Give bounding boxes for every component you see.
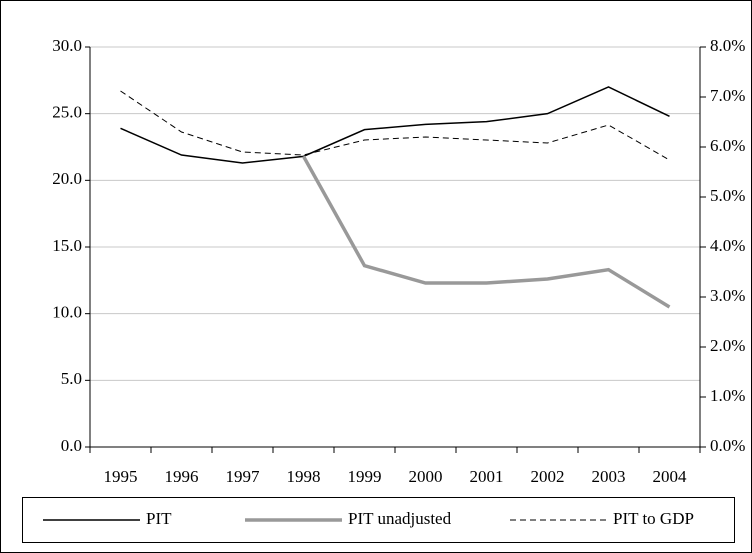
x-tick-label: 1997 — [226, 467, 261, 486]
y2-tick-label: 6.0% — [710, 136, 745, 155]
y2-tick-label: 4.0% — [710, 236, 745, 255]
series-line — [120, 90, 670, 161]
x-tick-label: 1995 — [104, 467, 138, 486]
y2-tick-label: 7.0% — [710, 86, 745, 105]
x-tick-label: 1999 — [348, 467, 382, 486]
y2-tick-label: 1.0% — [710, 386, 745, 405]
series-line — [301, 155, 671, 309]
y-tick-label: 20.0 — [52, 169, 82, 188]
y-tick-label: 10.0 — [52, 303, 82, 322]
y2-tick-label: 3.0% — [710, 286, 745, 305]
x-tick-label: 1998 — [287, 467, 321, 486]
series-line — [120, 86, 670, 164]
y-tick-label: 5.0 — [61, 369, 82, 388]
legend-label: PIT to GDP — [613, 509, 694, 528]
legend-box — [22, 497, 735, 543]
y2-tick-label: 5.0% — [710, 186, 745, 205]
y-tick-label: 15.0 — [52, 236, 82, 255]
x-tick-label: 1996 — [165, 467, 199, 486]
x-tick-label: 2003 — [592, 467, 626, 486]
legend-label: PIT — [146, 509, 172, 528]
legend-label: PIT unadjusted — [348, 509, 452, 528]
y-tick-label: 0.0 — [61, 436, 82, 455]
y2-tick-label: 8.0% — [710, 36, 745, 55]
y-tick-label: 25.0 — [52, 103, 82, 122]
y2-tick-label: 0.0% — [710, 436, 745, 455]
x-tick-label: 2004 — [653, 467, 688, 486]
x-tick-label: 2000 — [409, 467, 443, 486]
x-tick-label: 2001 — [470, 467, 504, 486]
x-tick-label: 2002 — [531, 467, 565, 486]
y-tick-label: 30.0 — [52, 36, 82, 55]
y2-tick-label: 2.0% — [710, 336, 745, 355]
